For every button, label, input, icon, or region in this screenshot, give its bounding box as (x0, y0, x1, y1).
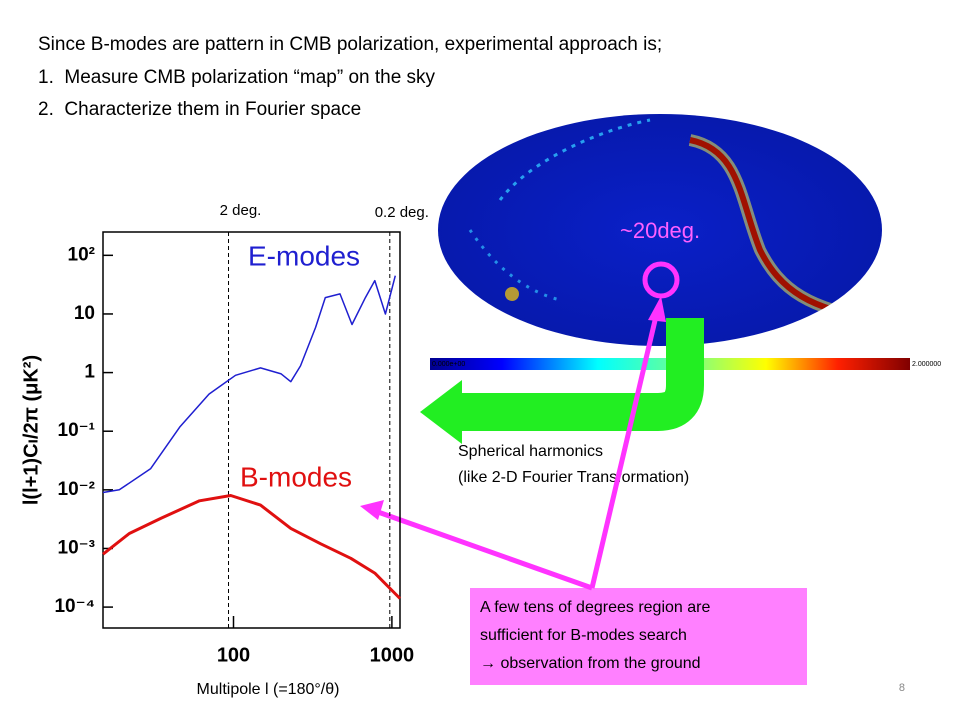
colorbar-label: 0.000e+00 (432, 361, 465, 368)
y-tick-label: 10⁻⁴ (54, 596, 95, 617)
x-axis-label: Multipole l (=180°/θ) (197, 681, 340, 698)
page-number: 8 (899, 682, 905, 694)
y-tick-label: 10⁻² (58, 479, 96, 500)
y-tick-label: 10⁻¹ (58, 420, 96, 441)
series-line (102, 494, 402, 600)
legend-label: B-modes (240, 461, 352, 492)
degree-label: 2 deg. (220, 202, 262, 219)
degree-label: 0.2 deg. (375, 204, 429, 221)
transform-arrow (420, 318, 704, 444)
step: 1. Measure CMB polarization “map” on the… (38, 67, 436, 88)
x-tick-label: 100 (217, 644, 250, 666)
transform-text: Spherical harmonics (458, 443, 603, 460)
note-box (470, 588, 807, 685)
legend-label: E-modes (248, 240, 360, 271)
step: 2. Characterize them in Fourier space (38, 99, 361, 120)
series-line (102, 275, 397, 494)
note-text: A few tens of degrees region are (480, 599, 710, 616)
x-tick-label: 1000 (370, 644, 415, 666)
colorbar-label: 2.000000 (912, 361, 941, 368)
intro: Since B-modes are pattern in CMB polariz… (38, 34, 662, 55)
y-tick-label: 10² (68, 244, 95, 265)
y-axis-label: l(l+1)Cₗ/2π (μK²) (20, 355, 42, 505)
note-text: sufficient for B-modes search (480, 627, 687, 644)
note-text: → observation from the ground (480, 655, 701, 672)
y-tick-label: 10⁻³ (58, 537, 96, 558)
y-tick-label: 10 (74, 303, 95, 324)
pointer-arrows (360, 261, 680, 591)
y-tick-label: 1 (84, 362, 95, 383)
map-scale: ~20deg. (620, 218, 700, 243)
plot: 10² 10 1 10⁻¹ 10⁻² 10⁻³ 10⁻⁴ 100 1000 2 deg. 0.2 d… (20, 202, 429, 698)
transform-text: (like 2-D Fourier Transformation) (458, 469, 689, 486)
